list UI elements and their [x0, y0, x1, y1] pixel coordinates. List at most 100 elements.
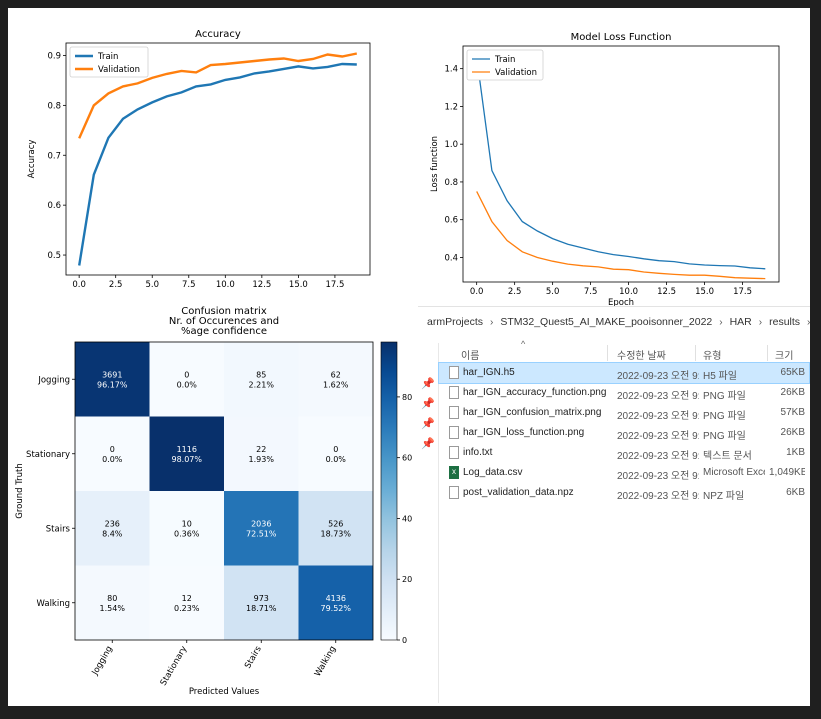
x-tick-label: Stairs [243, 644, 264, 670]
file-date: 2022-09-23 오전 9:46 [617, 371, 699, 382]
cell-count: 236 [105, 519, 120, 528]
file-list: ^ 이름 수정한 날짜 유형 크기 har_IGN.h5 2022-09-23 오… [438, 339, 810, 703]
cell-percent: 18.71% [246, 604, 277, 613]
x-tick-label: Jogging [90, 645, 115, 678]
column-divider[interactable] [767, 345, 768, 361]
x-tick-label: 7.5 [584, 287, 598, 297]
sort-arrow-icon[interactable]: ^ [521, 339, 526, 349]
cell-count: 3691 [102, 370, 122, 379]
cell-count: 22 [256, 445, 266, 454]
cell-percent: 0.36% [174, 529, 200, 538]
file-size: 26KB [780, 387, 805, 398]
x-tick-label: 5.0 [546, 287, 560, 297]
legend-label: Train [97, 52, 118, 62]
x-tick-label: 10.0 [619, 287, 638, 297]
x-axis-label: Predicted Values [189, 687, 260, 696]
file-row[interactable]: Log_data.csv 2022-09-23 오전 9:46 Microsoft … [439, 463, 809, 483]
y-tick-label: 0.4 [444, 253, 458, 263]
breadcrumb-separator-icon[interactable]: › [719, 316, 723, 328]
cell-percent: 1.93% [249, 455, 275, 464]
x-tick-label: 17.5 [733, 287, 752, 297]
column-header-size[interactable]: 크기 [775, 351, 794, 362]
column-header-type[interactable]: 유형 [703, 351, 722, 362]
y-axis-label: Loss function [430, 136, 440, 192]
cell-percent: 8.4% [102, 529, 123, 538]
x-tick-label: 17.5 [325, 280, 344, 290]
legend-label: Validation [98, 65, 140, 75]
cell-percent: 0.0% [177, 380, 198, 389]
file-row[interactable]: har_IGN_confusion_matrix.png 2022-09-23 오… [439, 403, 809, 423]
file-type: 텍스트 문서 [703, 451, 752, 462]
heatmap-cell [149, 342, 224, 417]
x-tick-label: 15.0 [695, 287, 714, 297]
series-line-validation [476, 191, 766, 280]
breadcrumb-item[interactable]: results [769, 316, 801, 328]
breadcrumb: armProjects › STM32_Quest5_AI_MAKE_pooison… [424, 311, 810, 333]
cell-count: 80 [107, 594, 117, 603]
cell-percent: 0.23% [174, 604, 200, 613]
colorbar-tick-label: 0 [402, 636, 407, 645]
file-row[interactable]: info.txt 2022-09-23 오전 9:45 텍스트 문서 1KB [439, 443, 809, 463]
breadcrumb-item[interactable]: STM32_Quest5_AI_MAKE_pooisonner_2022 [500, 316, 713, 328]
file-name: har_IGN.h5 [463, 367, 515, 378]
loss-chart: Model Loss Function 0.0 2.5 5.0 7.5 10.0 12.5 1… [430, 32, 780, 308]
x-tick-label: 2.5 [109, 280, 123, 290]
cell-percent: 72.51% [246, 529, 277, 538]
heatmap-frame [74, 341, 374, 641]
column-header-name[interactable]: 이름 [461, 351, 480, 362]
breadcrumb-separator-icon[interactable]: › [490, 316, 494, 328]
plot-frame [65, 42, 371, 276]
file-name: info.txt [463, 447, 493, 458]
colorbar-tick-label: 60 [402, 454, 412, 463]
heatmap-cell [75, 565, 150, 640]
cell-count: 0 [184, 370, 189, 379]
excel-file-icon [449, 466, 459, 479]
series-line-train [78, 62, 357, 266]
file-row[interactable]: post_validation_data.npz 2022-09-23 오전 9:… [439, 483, 809, 503]
cell-count: 0 [110, 445, 115, 454]
cell-count: 526 [328, 519, 343, 528]
cell-count: 0 [333, 445, 338, 454]
column-headers: ^ 이름 수정한 날짜 유형 크기 [439, 339, 809, 363]
cell-percent: 1.54% [100, 604, 126, 613]
image-file-icon [449, 426, 459, 439]
heatmap-cell [149, 491, 224, 566]
breadcrumb-item[interactable]: armProjects [427, 316, 484, 328]
breadcrumb-separator-icon[interactable]: › [803, 317, 810, 328]
pin-icon[interactable]: 📌 [421, 438, 435, 450]
pin-icon[interactable]: 📌 [421, 378, 435, 390]
file-date: 2022-09-23 오전 9:46 [617, 431, 699, 442]
file-row[interactable]: har_IGN_loss_function.png 2022-09-23 오전 9… [439, 423, 809, 443]
file-type: PNG 파일 [703, 391, 746, 402]
plot-frame [462, 45, 780, 283]
file-size: 1,049KB [769, 467, 805, 478]
file-type: PNG 파일 [703, 411, 746, 422]
heatmap-cell [149, 416, 224, 491]
column-divider[interactable] [607, 345, 608, 361]
cell-percent: 18.73% [320, 529, 351, 538]
file-size: 1KB [786, 447, 805, 458]
file-date: 2022-09-23 오전 9:46 [617, 411, 699, 422]
x-tick-label: 12.5 [657, 287, 676, 297]
file-row[interactable]: har_IGN.h5 2022-09-23 오전 9:46 H5 파일 65KB [438, 362, 810, 384]
cell-percent: 96.17% [97, 380, 128, 389]
cell-percent: 79.52% [320, 604, 351, 613]
y-tick-label: 1.4 [444, 65, 458, 75]
x-tick-label: Stationary [159, 645, 190, 688]
image-file-icon [449, 406, 459, 419]
cell-count: 1116 [177, 445, 197, 454]
breadcrumb-separator-icon[interactable]: › [758, 316, 763, 328]
pin-icon[interactable]: 📌 [421, 398, 435, 410]
column-divider[interactable] [695, 345, 696, 361]
cell-count: 4136 [326, 594, 346, 603]
x-tick-label: 2.5 [508, 287, 522, 297]
pin-icon[interactable]: 📌 [421, 418, 435, 430]
column-header-date[interactable]: 수정한 날짜 [617, 351, 666, 362]
x-tick-label: 7.5 [182, 280, 196, 290]
legend-label: Validation [495, 68, 537, 78]
file-row[interactable]: har_IGN_accuracy_function.png 2022-09-23 … [439, 383, 809, 403]
heatmap-cell [224, 416, 299, 491]
file-type: Microsoft Excel ... [703, 467, 765, 478]
breadcrumb-item[interactable]: HAR [729, 316, 752, 328]
file-name: har_IGN_accuracy_function.png [463, 387, 607, 398]
